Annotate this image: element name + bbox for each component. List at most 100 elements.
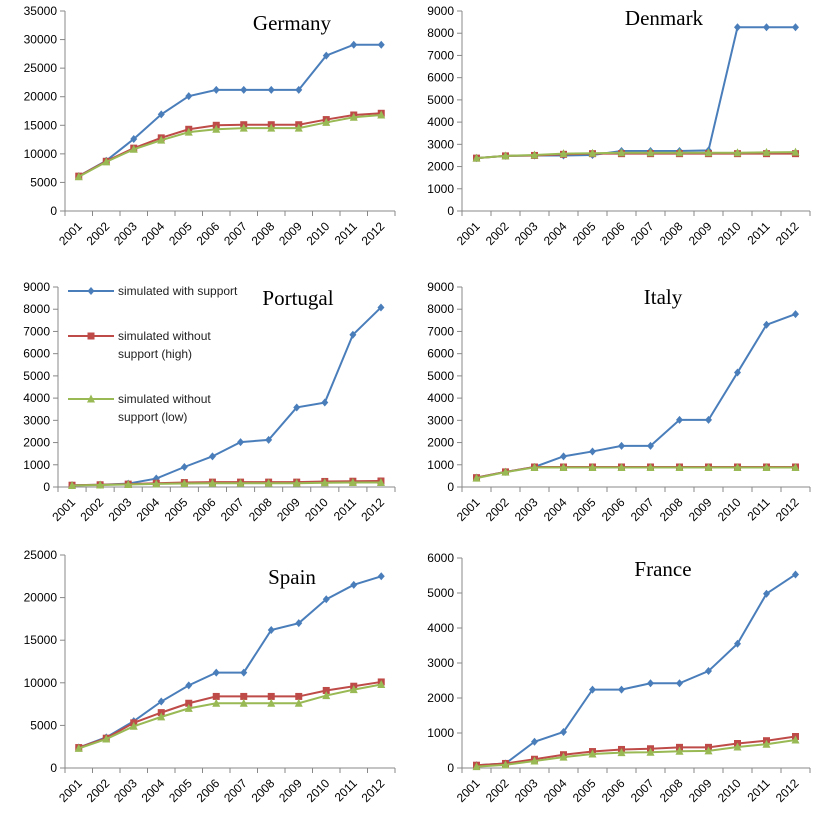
marker [530, 150, 539, 159]
marker [180, 463, 188, 471]
y-tick-label: 7000 [427, 48, 454, 62]
y-tick-label: 15000 [24, 118, 58, 132]
marker [472, 153, 481, 162]
marker [152, 479, 161, 488]
marker [157, 712, 166, 721]
x-tick-label: 2005 [162, 495, 191, 524]
x-tick-label: 2001 [56, 219, 85, 248]
marker [646, 747, 655, 756]
marker [531, 737, 538, 746]
x-tick-label: 2010 [304, 776, 333, 805]
legend-item: simulated with support [66, 282, 238, 300]
marker [588, 749, 597, 758]
marker [212, 668, 220, 677]
y-tick-label: 25000 [24, 548, 58, 562]
y-tick-label: 1000 [427, 726, 454, 740]
y-tick-label: 5000 [427, 586, 454, 600]
x-tick-label: 2001 [49, 495, 78, 524]
series [74, 110, 386, 181]
marker [733, 742, 742, 751]
y-tick-label: 4000 [427, 115, 454, 129]
marker [240, 668, 248, 677]
y-tick-label: 6000 [23, 347, 50, 361]
y-tick-label: 9000 [427, 4, 454, 18]
marker [208, 452, 216, 461]
x-tick-label: 2007 [221, 776, 250, 805]
y-tick-label: 2000 [427, 436, 454, 450]
marker [237, 438, 245, 447]
y-tick-label: 8000 [427, 302, 454, 316]
y-tick-label: 3000 [427, 137, 454, 151]
marker [129, 721, 138, 730]
marker [646, 462, 655, 471]
x-tick-label: 2004 [541, 776, 570, 805]
marker [501, 151, 510, 160]
marker [74, 172, 83, 181]
x-tick-label: 2004 [139, 776, 168, 805]
series-line [78, 114, 382, 178]
marker [322, 117, 331, 126]
x-tick-label: 2002 [483, 219, 512, 248]
series-line [78, 112, 382, 178]
y-tick-label: 2000 [427, 691, 454, 705]
x-tick-label: 2004 [541, 219, 570, 248]
x-tick-label: 2001 [454, 219, 483, 248]
marker [293, 403, 301, 412]
marker [129, 144, 138, 153]
series-line [78, 43, 382, 178]
x-tick-label: 2009 [686, 219, 715, 248]
marker [792, 23, 799, 32]
x-tick-label: 2003 [512, 776, 541, 805]
series-line [78, 683, 382, 750]
marker [124, 480, 133, 489]
marker [676, 679, 683, 688]
marker [208, 478, 217, 487]
x-tick-label: 2010 [304, 219, 333, 248]
x-tick-label: 2001 [454, 776, 483, 805]
x-tick-label: 2001 [56, 776, 85, 805]
x-tick-label: 2012 [358, 495, 387, 524]
series [75, 678, 385, 752]
chart-title: Denmark [625, 6, 704, 30]
x-tick-label: 2005 [570, 219, 599, 248]
marker [322, 686, 330, 694]
marker [559, 752, 568, 761]
marker [791, 147, 800, 156]
marker [501, 760, 510, 769]
y-tick-label: 10000 [24, 676, 58, 690]
y-tick-label: 25000 [24, 61, 58, 75]
marker [589, 685, 596, 694]
marker [377, 40, 385, 49]
marker [675, 462, 684, 471]
y-tick-label: 0 [447, 761, 454, 775]
chart-title: Spain [268, 565, 316, 589]
marker [501, 467, 510, 476]
x-tick-label: 2007 [218, 495, 247, 524]
x-tick-label: 2011 [331, 495, 359, 523]
marker [87, 394, 95, 403]
x-tick-label: 2009 [686, 776, 715, 805]
legend-swatch [68, 332, 114, 340]
marker [236, 478, 245, 487]
marker [322, 51, 330, 60]
series [473, 23, 799, 163]
marker [294, 123, 303, 132]
marker [588, 462, 597, 471]
x-tick-label: 2008 [249, 219, 278, 248]
marker [239, 123, 248, 132]
y-tick-label: 0 [447, 480, 454, 494]
x-tick-label: 2006 [599, 219, 628, 248]
x-tick-label: 2002 [483, 776, 512, 805]
marker [559, 462, 568, 471]
series-line [476, 151, 796, 160]
marker [472, 762, 481, 771]
x-tick-label: 2004 [139, 219, 168, 248]
x-tick-label: 2012 [359, 219, 388, 248]
series-line [72, 481, 381, 487]
series [472, 462, 800, 482]
marker [733, 148, 742, 157]
marker [763, 320, 770, 329]
x-tick-label: 2003 [111, 776, 140, 805]
legend-label: simulated without support (low) [118, 392, 211, 424]
marker [349, 685, 358, 694]
